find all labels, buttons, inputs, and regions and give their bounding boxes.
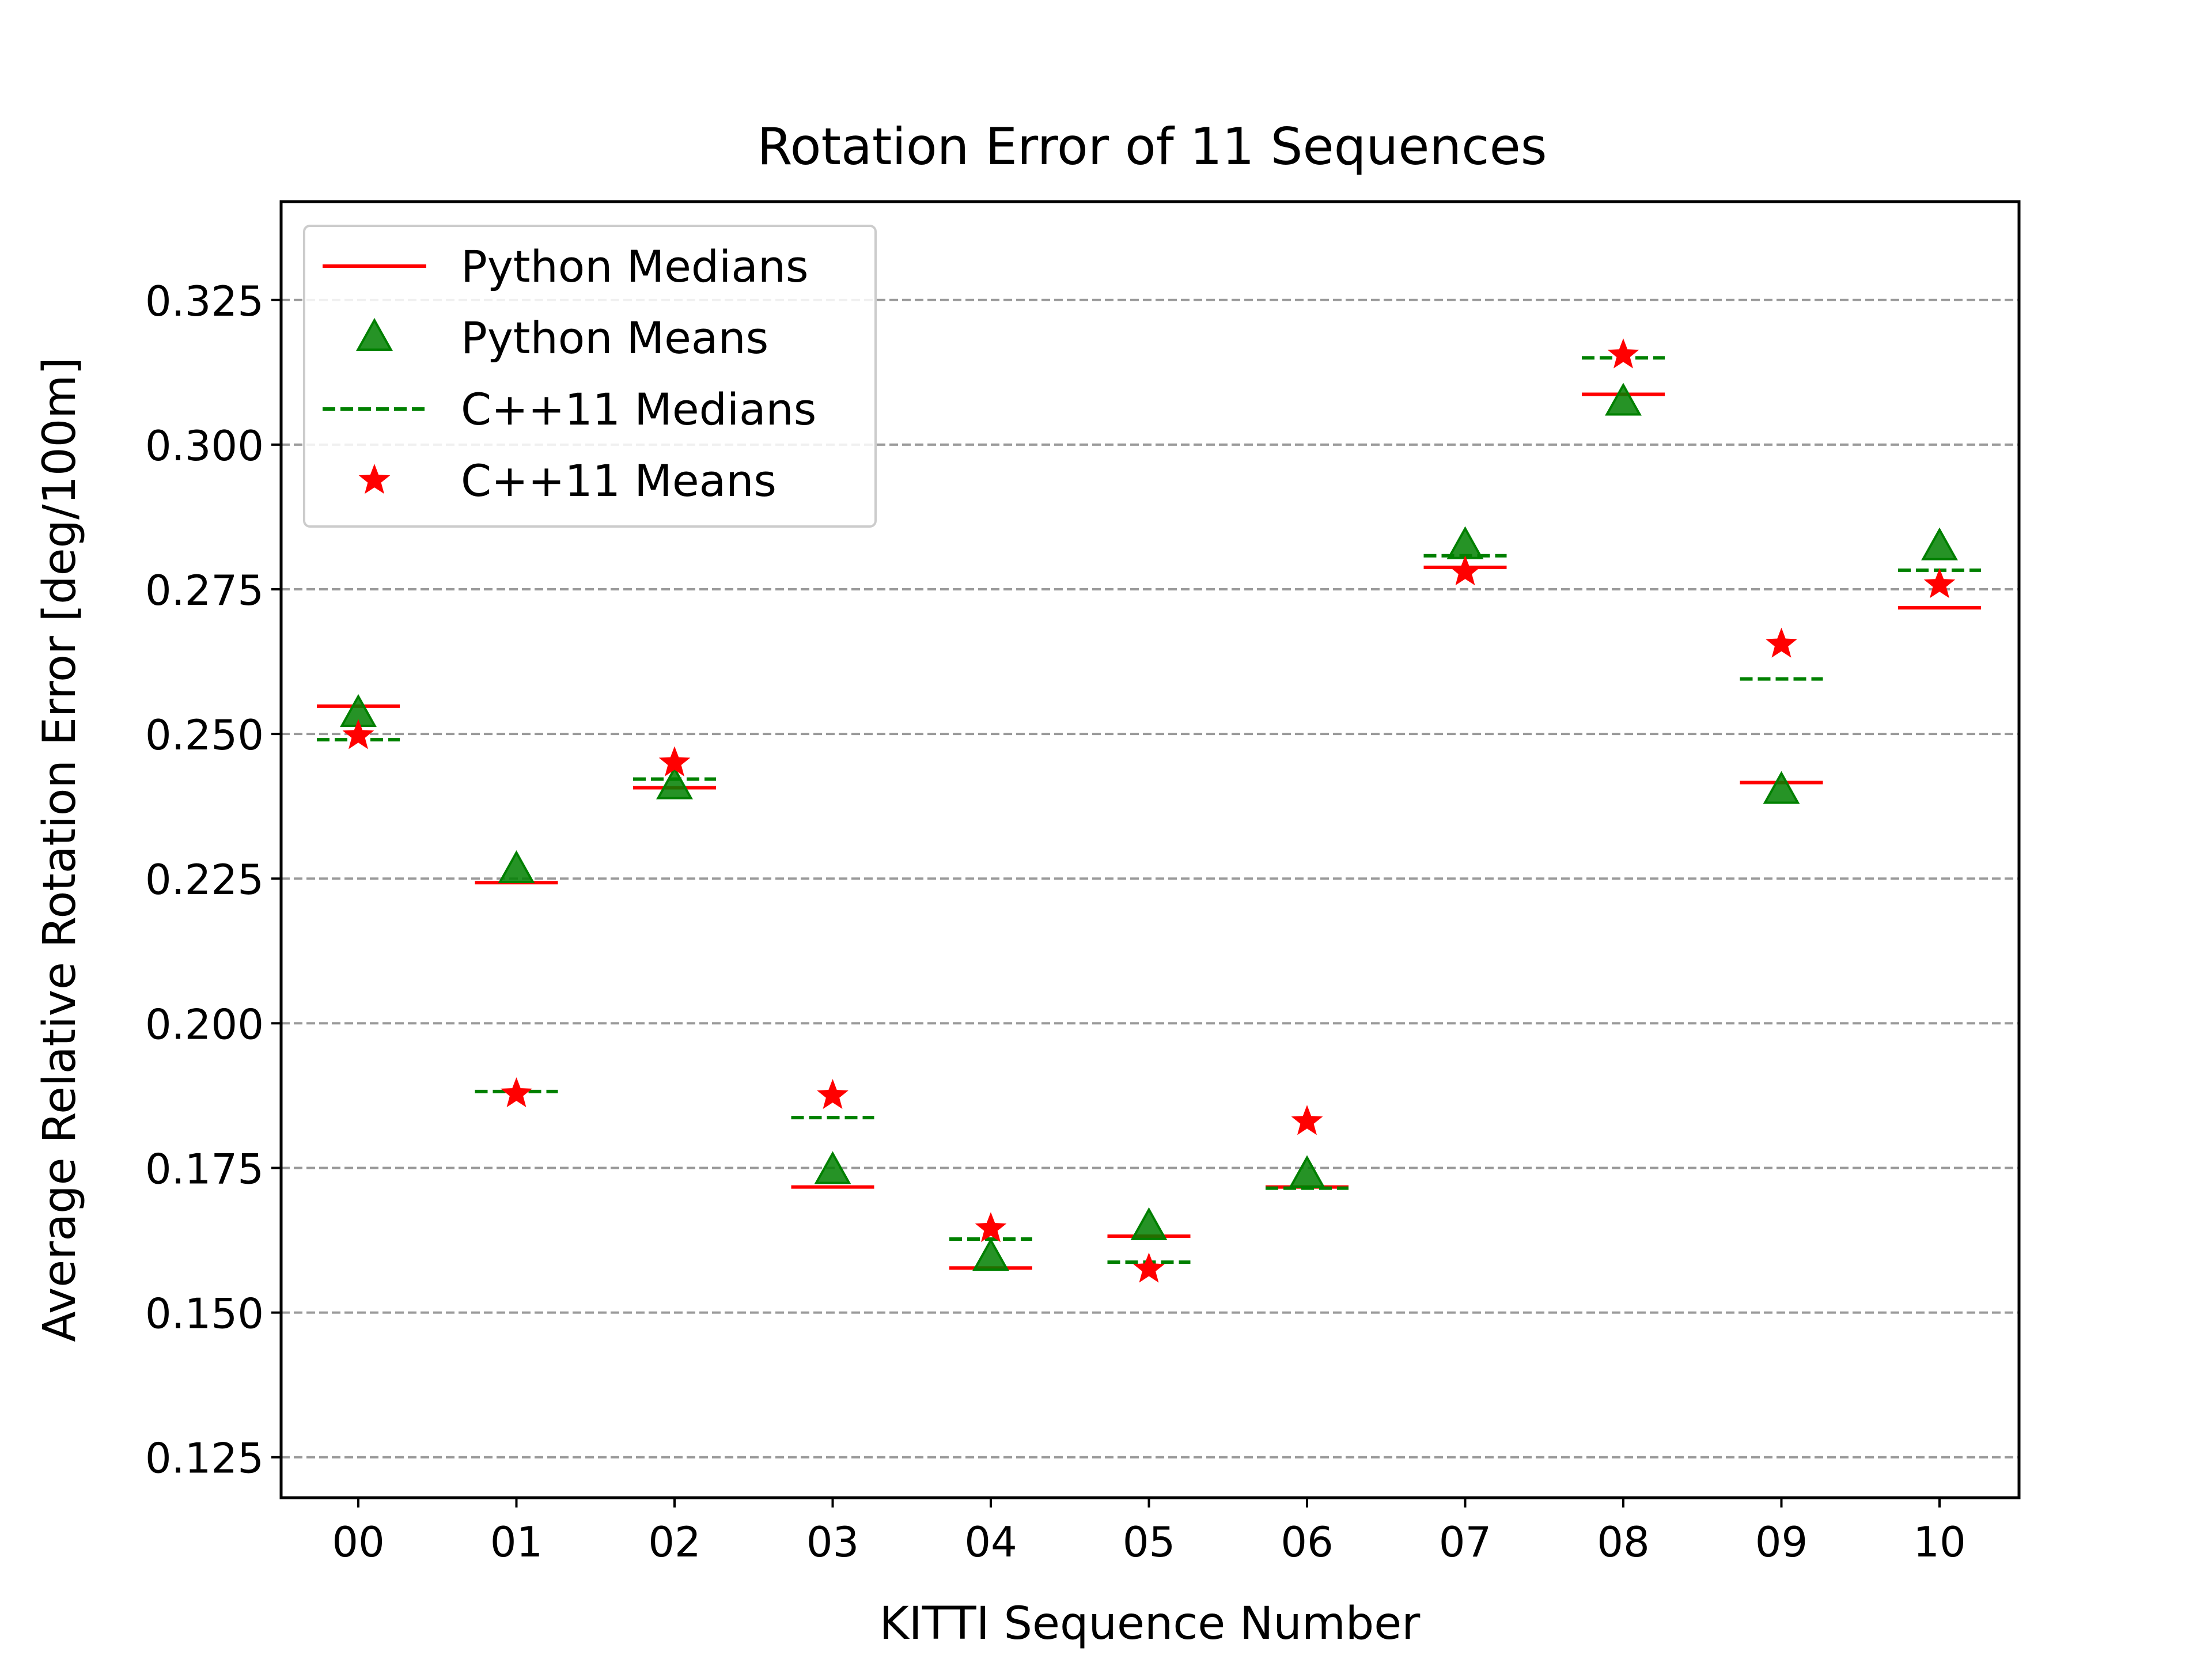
cpp-mean-marker bbox=[342, 719, 374, 749]
cpp-mean-marker bbox=[975, 1212, 1007, 1243]
python-mean-marker bbox=[1921, 527, 1958, 560]
x-tick-label: 07 bbox=[1439, 1518, 1492, 1566]
y-tick-label: 0.325 bbox=[145, 277, 264, 325]
cpp-mean-marker bbox=[658, 746, 691, 777]
legend: Python Medians Python Means C++11 Medians C… bbox=[303, 225, 877, 528]
y-tick-label: 0.275 bbox=[145, 566, 264, 615]
python-mean-marker bbox=[1130, 1207, 1168, 1240]
x-tick-label: 04 bbox=[964, 1518, 1017, 1566]
legend-label: C++11 Means bbox=[461, 455, 777, 506]
legend-label: Python Means bbox=[461, 312, 768, 363]
python-mean-marker bbox=[1605, 382, 1642, 416]
x-tick-label: 10 bbox=[1913, 1518, 1966, 1566]
y-tick-label: 0.125 bbox=[145, 1434, 264, 1483]
y-axis-label: Average Relative Rotation Error [deg/100… bbox=[34, 357, 86, 1342]
y-grid bbox=[281, 298, 2019, 1459]
cpp-mean-marker bbox=[817, 1079, 849, 1109]
series-layer bbox=[317, 338, 1981, 1283]
y-tick-label: 0.175 bbox=[145, 1145, 264, 1193]
cpp-mean-marker bbox=[501, 1077, 532, 1108]
x-axis: 00 01 02 03 04 05 06 07 08 09 10 bbox=[332, 1498, 1966, 1566]
cpp-mean-marker bbox=[1607, 338, 1639, 369]
legend-label: Python Medians bbox=[461, 241, 809, 292]
legend-label: C++11 Medians bbox=[461, 384, 816, 435]
y-tick-label: 0.250 bbox=[145, 711, 264, 759]
python-mean-marker bbox=[656, 766, 693, 800]
legend-box bbox=[303, 225, 877, 528]
x-tick-label: 08 bbox=[1597, 1518, 1650, 1566]
y-tick-label: 0.150 bbox=[145, 1290, 264, 1338]
x-tick-label: 03 bbox=[806, 1518, 859, 1566]
x-tick-label: 00 bbox=[332, 1518, 385, 1566]
x-tick-label: 01 bbox=[490, 1518, 543, 1566]
y-axis: 0.125 0.150 0.175 0.200 0.225 0.250 0.275 0.300… bbox=[145, 277, 281, 1483]
x-axis-label: KITTI Sequence Number bbox=[880, 1598, 1421, 1650]
python-mean-marker bbox=[972, 1238, 1009, 1271]
python-mean-marker bbox=[498, 850, 535, 884]
y-tick-label: 0.225 bbox=[145, 855, 264, 904]
chart-title: Rotation Error of 11 Sequences bbox=[757, 117, 1547, 176]
cpp-mean-marker bbox=[1923, 568, 1956, 599]
cpp-mean-marker bbox=[1449, 555, 1481, 586]
python-mean-marker bbox=[814, 1151, 851, 1184]
x-tick-label: 06 bbox=[1281, 1518, 1334, 1566]
python-mean-marker bbox=[1289, 1155, 1325, 1188]
y-tick-label: 0.300 bbox=[145, 422, 264, 470]
legend-key-cpp-means bbox=[358, 464, 391, 494]
cpp-mean-marker bbox=[1133, 1252, 1165, 1283]
x-tick-label: 09 bbox=[1755, 1518, 1808, 1566]
cpp-mean-marker bbox=[1291, 1105, 1323, 1135]
cpp-mean-marker bbox=[1766, 627, 1797, 658]
x-tick-label: 02 bbox=[648, 1518, 701, 1566]
legend-key-python-means bbox=[356, 317, 393, 351]
y-tick-label: 0.200 bbox=[145, 1000, 264, 1048]
python-mean-marker bbox=[1763, 771, 1800, 804]
x-tick-label: 05 bbox=[1123, 1518, 1176, 1566]
